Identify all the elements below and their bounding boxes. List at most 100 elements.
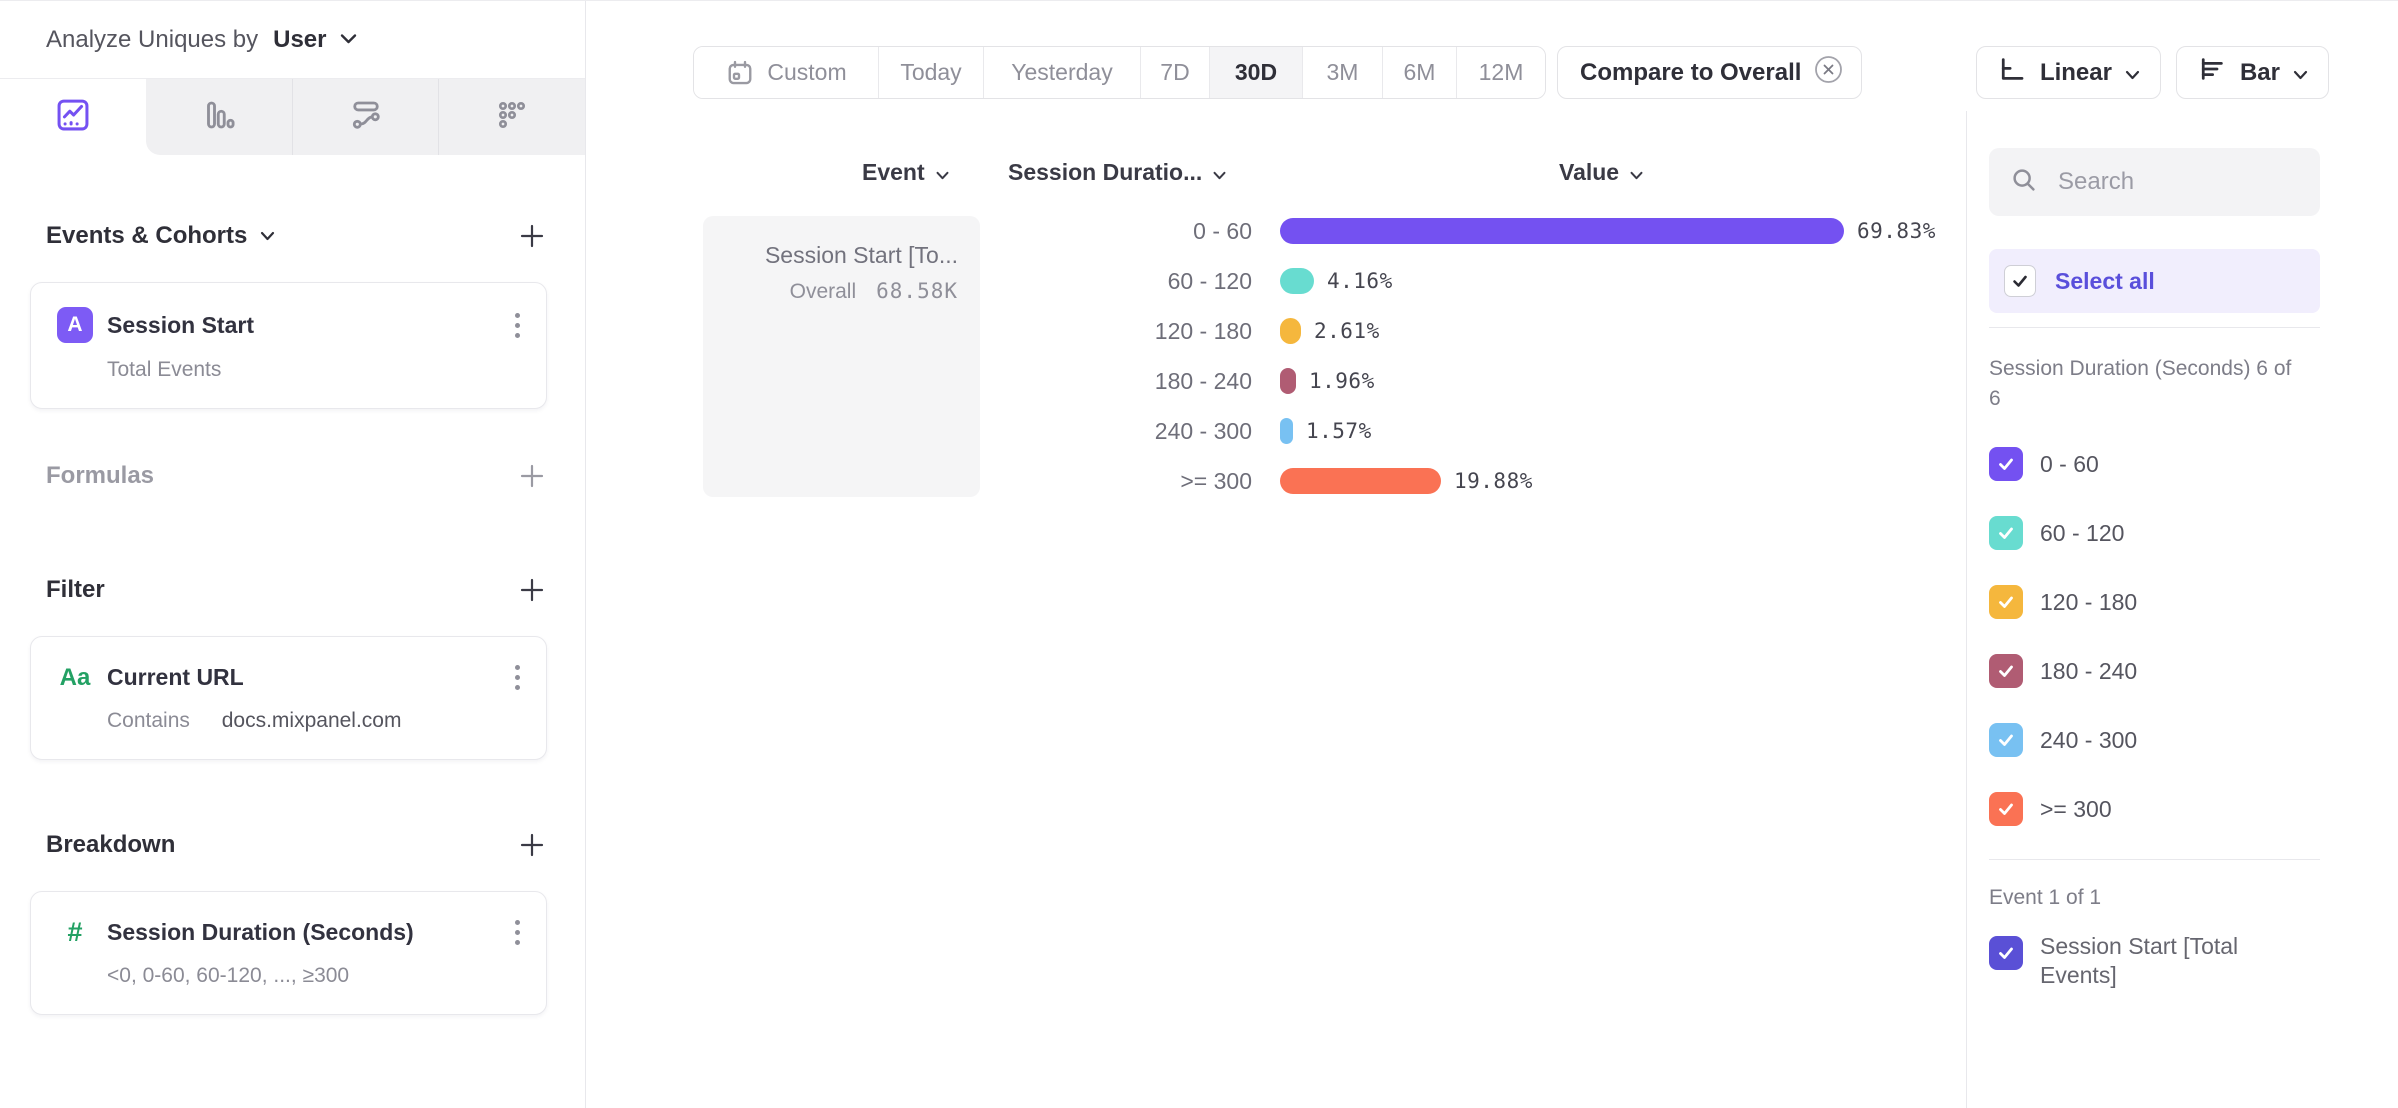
column-header-value[interactable]: Value xyxy=(1559,159,1643,186)
bucket-legend-label: 0 - 60 xyxy=(2040,450,2099,477)
analysis-type-header: Analyze Uniques by User xyxy=(0,1,585,78)
report-type-tabs-inactive xyxy=(146,79,585,155)
bucket-legend-item[interactable]: 240 - 300 xyxy=(1989,714,2320,766)
chevron-down-icon xyxy=(340,32,357,47)
tab-retention[interactable] xyxy=(438,79,585,155)
column-header-event[interactable]: Event xyxy=(862,159,949,186)
bucket-legend-item[interactable]: 60 - 120 xyxy=(1989,507,2320,559)
breakdown-group-label: Session Duration (Seconds) 6 of 6 xyxy=(1989,357,2292,410)
text-property-icon: Aa xyxy=(59,663,91,691)
checkbox-checked[interactable] xyxy=(1989,447,2023,481)
filter-operator[interactable]: Contains xyxy=(107,709,190,732)
filter-section-header: Filter xyxy=(30,567,547,613)
bucket-legend-item[interactable]: 120 - 180 xyxy=(1989,576,2320,628)
filter-section-title: Filter xyxy=(46,576,105,603)
filter-card-row: Aa Current URL xyxy=(57,661,524,694)
value-bar[interactable] xyxy=(1280,468,1441,494)
analysis-type-label: Analyze Uniques by xyxy=(46,25,259,53)
range-12m[interactable]: 12M xyxy=(1456,47,1545,98)
value-scale-selector[interactable]: Linear xyxy=(1975,46,2161,99)
chevron-down-icon xyxy=(1630,159,1643,186)
add-breakdown-button[interactable] xyxy=(517,830,547,860)
range-custom[interactable]: Custom xyxy=(694,47,878,98)
value-bar[interactable] xyxy=(1280,318,1301,344)
filter-value[interactable]: docs.mixpanel.com xyxy=(221,709,402,732)
range-label: 12M xyxy=(1478,59,1524,85)
range-30d[interactable]: 30D xyxy=(1209,47,1302,98)
range-7d[interactable]: 7D xyxy=(1140,47,1209,98)
chevron-down-icon[interactable] xyxy=(260,231,275,241)
filter-options-kebab[interactable] xyxy=(511,661,524,694)
bucket-row-label: 180 - 240 xyxy=(1154,367,1252,394)
breakdown-card[interactable]: # Session Duration (Seconds) <0, 0-60, 6… xyxy=(30,891,547,1015)
tab-funnels[interactable] xyxy=(146,79,292,155)
analysis-entity-selector[interactable]: User xyxy=(273,26,356,54)
event-row-cell[interactable]: Session Start [To... Overall 68.58K xyxy=(703,216,980,497)
breakdown-options-kebab[interactable] xyxy=(511,916,524,949)
select-all-row[interactable]: Select all xyxy=(1989,249,2320,313)
legend-divider xyxy=(1989,327,2320,328)
search-input[interactable] xyxy=(2056,167,2300,197)
range-label: Custom xyxy=(767,59,847,85)
query-builder-sidebar: Analyze Uniques by User xyxy=(0,1,586,1108)
checkbox-checked[interactable] xyxy=(1989,516,2023,550)
add-formula-button[interactable] xyxy=(517,461,547,491)
query-builder-sections: Events & Cohorts A Session Start Total E… xyxy=(0,155,585,1015)
checkbox-checked[interactable] xyxy=(1989,792,2023,826)
breakdown-section-header: Breakdown xyxy=(30,822,547,868)
breakdown-buckets-summary[interactable]: <0, 0-60, 60-120, ..., ≥300 xyxy=(107,964,350,987)
select-all-checkbox[interactable] xyxy=(2004,265,2036,297)
compare-to-overall-label: Compare to Overall xyxy=(1580,58,1802,86)
chevron-down-icon xyxy=(2293,59,2308,87)
range-label: Yesterday xyxy=(1011,59,1113,85)
value-scale-label: Linear xyxy=(2039,58,2112,86)
chart-row: 180 - 240 1.96% xyxy=(586,356,1966,406)
event-options-kebab[interactable] xyxy=(511,309,524,342)
bucket-row-label: 60 - 120 xyxy=(1167,267,1252,294)
tab-insights[interactable] xyxy=(0,79,146,155)
bucket-row-label: 120 - 180 xyxy=(1154,317,1252,344)
column-header-breakdown[interactable]: Session Duratio... xyxy=(1008,159,1226,186)
tab-flows[interactable] xyxy=(291,79,439,155)
range-label: 7D xyxy=(1160,59,1190,85)
value-bar[interactable] xyxy=(1280,218,1844,244)
range-3m[interactable]: 3M xyxy=(1302,47,1382,98)
filter-card[interactable]: Aa Current URL Contains docs.mixpanel.co… xyxy=(30,636,547,760)
remove-compare-icon[interactable] xyxy=(1814,55,1843,91)
range-today[interactable]: Today xyxy=(878,47,983,98)
range-label: 3M xyxy=(1326,59,1359,85)
range-yesterday[interactable]: Yesterday xyxy=(983,47,1140,98)
event-row-title: Session Start [To... xyxy=(764,242,958,268)
add-event-button[interactable] xyxy=(517,221,547,251)
breakdown-section-title: Breakdown xyxy=(46,831,176,858)
chevron-down-icon xyxy=(1213,159,1226,186)
checkbox-checked[interactable] xyxy=(1989,654,2023,688)
calendar-icon xyxy=(725,58,755,88)
bucket-legend-item[interactable]: >= 300 xyxy=(1989,783,2320,835)
range-6m[interactable]: 6M xyxy=(1382,47,1456,98)
compare-to-overall-button[interactable]: Compare to Overall xyxy=(1557,46,1863,99)
event-card[interactable]: A Session Start Total Events xyxy=(30,282,547,409)
chart-row: 240 - 300 1.57% xyxy=(586,406,1966,456)
filter-condition[interactable]: Contains docs.mixpanel.com xyxy=(107,709,524,733)
value-bar[interactable] xyxy=(1280,418,1293,444)
bar-value-label: 1.96% xyxy=(1309,369,1375,393)
bucket-legend-item[interactable]: 0 - 60 xyxy=(1989,438,2320,490)
event-legend-item[interactable]: Session Start [Total Events] xyxy=(1989,932,2320,990)
event-counting-method[interactable]: Total Events xyxy=(107,358,222,381)
value-bar[interactable] xyxy=(1280,368,1296,394)
bar-value-label: 1.57% xyxy=(1306,419,1372,443)
bucket-legend-item[interactable]: 180 - 240 xyxy=(1989,645,2320,697)
event-group-label: Event 1 of 1 xyxy=(1989,886,2102,909)
bar-value-label: 69.83% xyxy=(1857,219,1936,243)
value-bar[interactable] xyxy=(1280,268,1314,294)
legend-search[interactable] xyxy=(1989,148,2320,216)
checkbox-checked[interactable] xyxy=(1989,723,2023,757)
bucket-legend-label: 240 - 300 xyxy=(2040,726,2138,753)
column-header-event-label: Event xyxy=(862,159,925,185)
checkbox-checked[interactable] xyxy=(1989,585,2023,619)
add-filter-button[interactable] xyxy=(517,575,547,605)
chart-type-selector[interactable]: Bar xyxy=(2175,46,2329,99)
report-main: Custom Today Yesterday 7D 30D 3M 6M 12M Compare… xyxy=(586,1,2398,1108)
checkbox-checked[interactable] xyxy=(1989,936,2023,970)
